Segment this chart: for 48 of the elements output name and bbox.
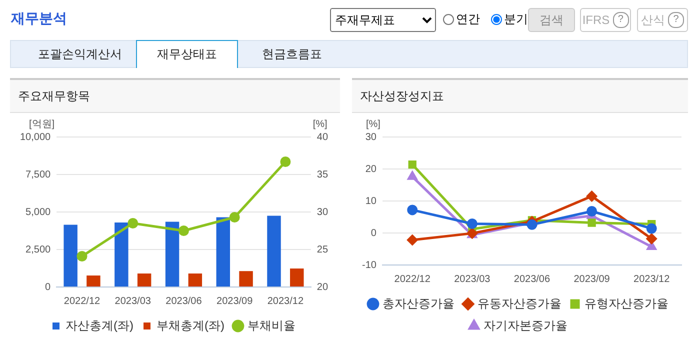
text: 산식	[641, 12, 665, 26]
x-tick-label: 2022/12	[394, 274, 431, 285]
y-tick-label: 30	[365, 132, 377, 143]
legend-label: 유형자산증가율	[584, 296, 668, 310]
y2-tick-label: 30	[316, 206, 328, 218]
help-icon: ?	[612, 12, 629, 28]
y2-tick-label: 25	[316, 244, 328, 256]
x-tick-label: 2023/03	[454, 274, 491, 285]
text: 주재무제표	[330, 8, 436, 32]
y-axis-title: [억원]	[29, 118, 55, 130]
x-tick-label: 2023/12	[634, 274, 670, 285]
x-tick-label: 2023/09	[574, 274, 610, 285]
y-tick-label: 20	[365, 164, 377, 175]
x-tick-label: 2023/06	[514, 274, 550, 285]
y-tick-label: 10	[365, 196, 377, 207]
y-tick-label: 10,000	[20, 132, 52, 143]
y-tick-label: 2,500	[26, 244, 52, 256]
y2-tick-label: 20	[316, 282, 328, 293]
help-icon: ?	[668, 12, 684, 28]
y-tick-label: -10	[362, 260, 377, 271]
text: 연간	[455, 11, 480, 28]
y2-axis-title: [%]	[312, 118, 328, 130]
y2-tick-label: 35	[316, 169, 328, 180]
x-tick-label: 2023/12	[267, 296, 304, 307]
x-tick-label: 2023/06	[166, 296, 202, 307]
text: 현금흐름표	[261, 46, 323, 62]
legend-label: 부채총계(좌)	[156, 318, 224, 332]
text: 재무분석	[11, 10, 67, 28]
x-tick-label: 2023/09	[216, 296, 254, 307]
legend-label: 자기자본증가율	[484, 318, 568, 332]
chart-title: 주요재무항목	[10, 80, 340, 113]
legend-label: 유동자산증가율	[478, 296, 562, 310]
text: 분기	[503, 11, 528, 28]
y2-tick-label: 40	[316, 132, 328, 143]
y-tick-label: 0	[370, 228, 377, 239]
legend-label: 자산총계(좌)	[66, 318, 134, 332]
text: 검색	[528, 8, 575, 32]
y-tick-label: 7,500	[26, 169, 52, 180]
y-axis-title: [%]	[366, 118, 381, 130]
chart-title: 자산성장성지표	[352, 80, 688, 113]
y-tick-label: 0	[45, 282, 52, 293]
legend-label: 총자산증가율	[382, 296, 454, 310]
text: 포괄손익계산서	[37, 46, 123, 62]
text: IFRS	[582, 13, 610, 27]
x-tick-label: 2023/03	[114, 296, 152, 307]
y-tick-label: 5,000	[26, 206, 52, 218]
legend-label: 부채비율	[247, 318, 296, 332]
x-tick-label: 2022/12	[64, 296, 101, 307]
